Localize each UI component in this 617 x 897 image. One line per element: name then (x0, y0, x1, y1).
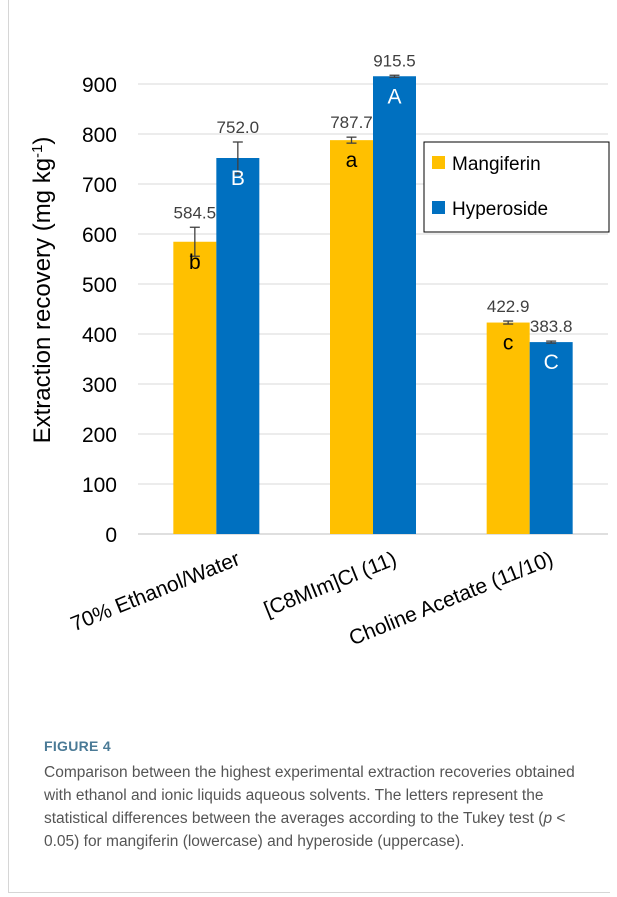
figure-label: FIGURE 4 (44, 738, 111, 754)
y-tick-label: 900 (82, 74, 117, 97)
y-tick-label: 300 (82, 374, 117, 397)
legend-label-hyperoside: Hyperoside (452, 199, 548, 220)
data-label: 787.7 (330, 113, 373, 132)
y-tick-label: 400 (82, 324, 117, 347)
x-tick-label: [C8MIm]Cl (11) (261, 547, 400, 621)
bar-mangiferin-0 (173, 241, 217, 534)
error-bar (546, 340, 557, 344)
y-tick-label: 200 (82, 424, 117, 447)
y-tick-label: 500 (82, 274, 117, 297)
y-tick-label: 600 (82, 224, 117, 247)
y-axis-label: Extraction recovery (mg kg-1) (29, 137, 57, 444)
error-bar (346, 136, 357, 144)
x-tick-labels: 70% Ethanol/Water [C8MIm]Cl (11)Choline A… (68, 547, 557, 650)
error-bar (503, 320, 514, 325)
significance-letter: B (231, 167, 245, 190)
data-label: 383.8 (530, 317, 573, 336)
bar-hyperoside-2 (529, 342, 573, 534)
error-bar (189, 226, 200, 257)
bars (173, 76, 573, 534)
legend-label-mangiferin: Mangiferin (452, 154, 541, 175)
y-tick-label: 100 (82, 474, 117, 497)
significance-letter: c (503, 332, 514, 355)
figure-caption: Comparison between the highest experimen… (44, 764, 575, 850)
legend: Mangiferin Hyperoside (423, 141, 610, 233)
bar-hyperoside-1 (373, 76, 416, 534)
y-tick-labels: 0 100 200 300 400 500 600 700 800 900 (82, 74, 117, 547)
data-label: 422.9 (487, 297, 530, 316)
data-label: 915.5 (373, 51, 416, 70)
y-tick-label: 800 (82, 124, 117, 147)
data-label: 752.0 (217, 118, 260, 137)
significance-letter: b (189, 251, 201, 274)
y-tick-label: 700 (82, 174, 117, 197)
legend-swatch-mangiferin (432, 156, 445, 169)
error-bar (232, 141, 243, 175)
significance-letter: C (544, 351, 559, 374)
significance-letter: A (387, 85, 401, 108)
x-tick-label: 70% Ethanol/Water (68, 547, 244, 636)
error-bar (389, 74, 400, 78)
y-tick-label: 0 (105, 524, 117, 547)
data-label: 584.5 (174, 203, 217, 222)
bar-mangiferin-2 (486, 322, 530, 534)
bar-chart: 0 100 200 300 400 500 600 700 800 900 Extraction … (29, 51, 610, 650)
bar-mangiferin-1 (330, 140, 373, 534)
significance-letter: a (346, 149, 358, 172)
figure-frame (8, 0, 610, 893)
legend-swatch-hyperoside (432, 201, 445, 214)
error-bars (189, 74, 557, 344)
significance-letters: b Ba Ac C (189, 85, 559, 374)
bar-hyperoside-0 (216, 158, 260, 534)
